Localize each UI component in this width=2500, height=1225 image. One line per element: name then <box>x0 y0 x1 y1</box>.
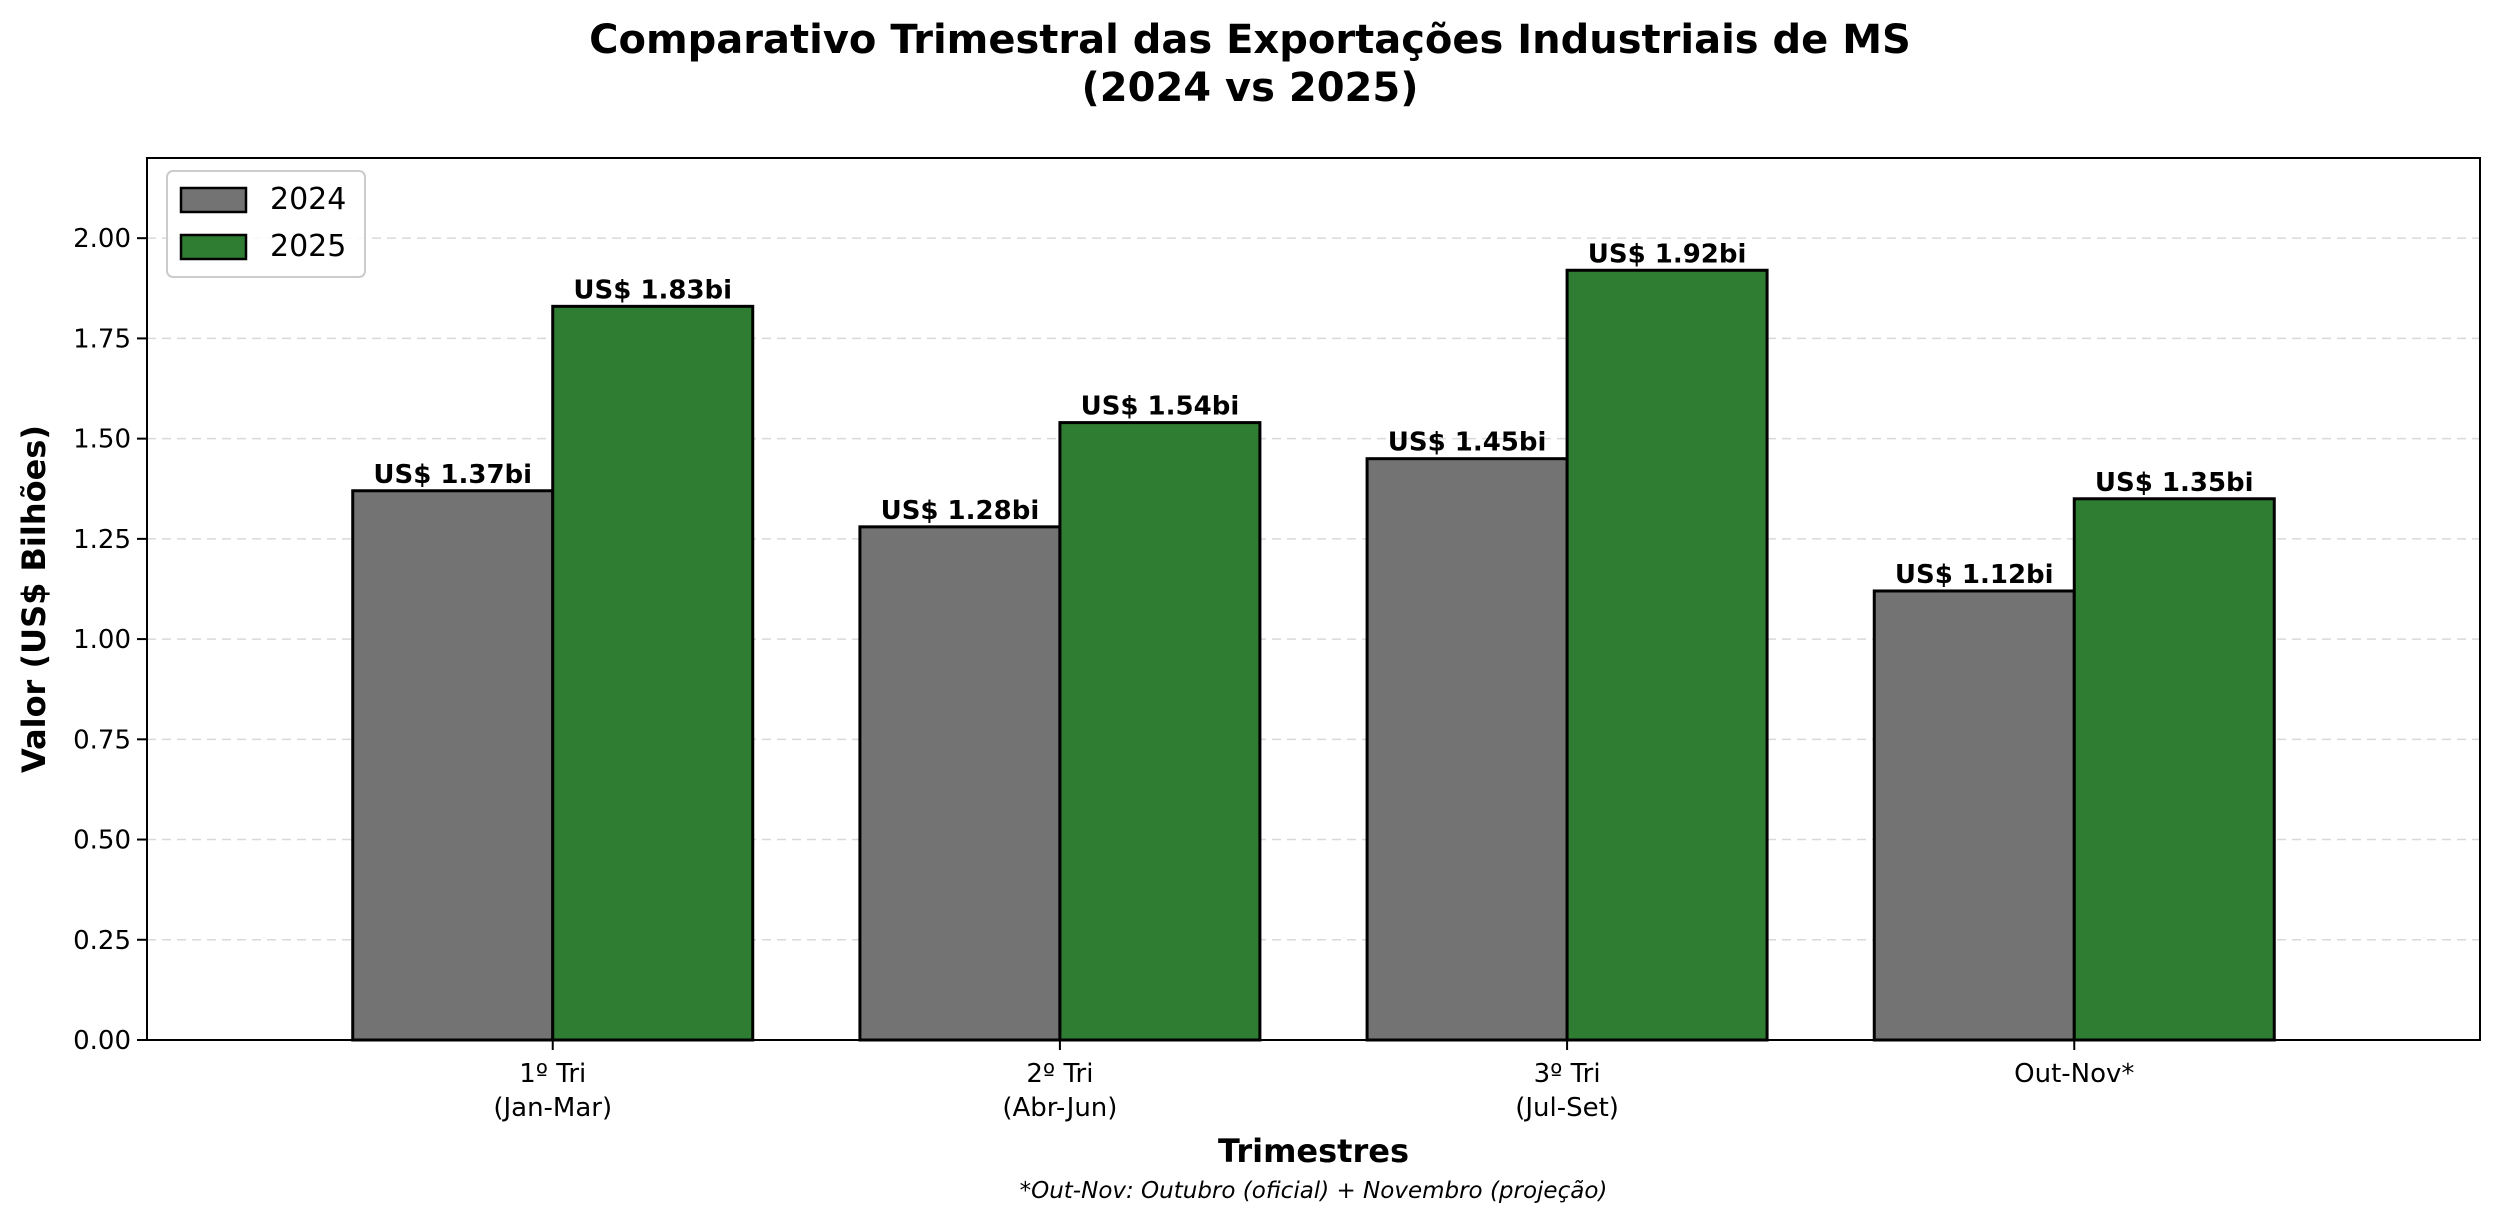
y-tick-label: 1.50 <box>73 425 131 455</box>
chart-subtitle: (2024 vs 2025) <box>1081 65 1419 111</box>
legend-swatch-2025 <box>179 233 248 261</box>
bar-2025 <box>1565 268 1769 1042</box>
x-tick-label: 2º Tri <box>1026 1059 1093 1089</box>
bar-2024 <box>1872 589 2076 1042</box>
bar-2024 <box>858 525 1062 1042</box>
legend: 2024 2025 <box>166 170 366 278</box>
y-tick-label: 1.00 <box>73 625 131 655</box>
x-tick-label: (Abr-Jun) <box>1002 1093 1117 1123</box>
x-tick-label: (Jan-Mar) <box>493 1093 612 1123</box>
y-axis-ticks: 0.00 0.25 0.50 0.75 1.00 1.25 1.50 1.75 2.00 <box>73 224 147 1056</box>
bar-2025 <box>1058 421 1262 1042</box>
y-tick-label: 1.75 <box>73 324 131 354</box>
legend-label-2024: 2024 <box>270 182 346 217</box>
data-label-2024: US$ 1.28bi <box>881 496 1040 526</box>
y-tick-label: 2.00 <box>73 224 131 254</box>
data-label-2025: US$ 1.54bi <box>1081 392 1240 422</box>
x-tick-label: 3º Tri <box>1534 1059 1601 1089</box>
y-tick-label: 0.75 <box>73 725 131 755</box>
legend-swatch-2024 <box>179 186 248 214</box>
bars <box>351 268 2276 1042</box>
plot-area-frame <box>146 157 2481 1041</box>
bar-2025 <box>551 304 755 1042</box>
data-labels: US$ 1.37bi US$ 1.83bi US$ 1.28bi US$ 1.54bi… <box>373 239 2253 590</box>
y-tick-label: 1.25 <box>73 525 131 555</box>
data-label-2024: US$ 1.12bi <box>1895 560 2054 590</box>
bar-2025 <box>2072 497 2276 1042</box>
bar-2024 <box>1365 457 1569 1042</box>
footnote: *Out-Nov: Outubro (oficial) + Novembro (… <box>1020 1178 1608 1204</box>
x-tick-label: Out-Nov* <box>2014 1059 2134 1089</box>
data-label-2024: US$ 1.37bi <box>373 460 532 490</box>
y-tick-label: 0.25 <box>73 926 131 956</box>
x-tick-label: 1º Tri <box>519 1059 586 1089</box>
x-tick-label: (Jul-Set) <box>1515 1093 1619 1123</box>
data-label-2025: US$ 1.35bi <box>2095 468 2254 498</box>
y-axis-label: Valor (US$ Bilhões) <box>15 425 53 773</box>
x-axis-ticks: 1º Tri (Jan-Mar) 2º Tri (Abr-Jun) 3º Tri (Jul… <box>493 1040 2134 1123</box>
data-label-2025: US$ 1.92bi <box>1588 239 1747 269</box>
y-tick-label: 0.50 <box>73 826 131 856</box>
data-label-2025: US$ 1.83bi <box>573 275 732 305</box>
chart-title: Comparativo Trimestral das Exportações I… <box>589 17 1911 63</box>
x-axis-label: Trimestres <box>1218 1132 1409 1170</box>
bar-2024 <box>351 489 555 1042</box>
data-label-2024: US$ 1.45bi <box>1388 428 1547 458</box>
legend-label-2025: 2025 <box>270 229 346 264</box>
y-tick-label: 0.00 <box>73 1026 131 1056</box>
